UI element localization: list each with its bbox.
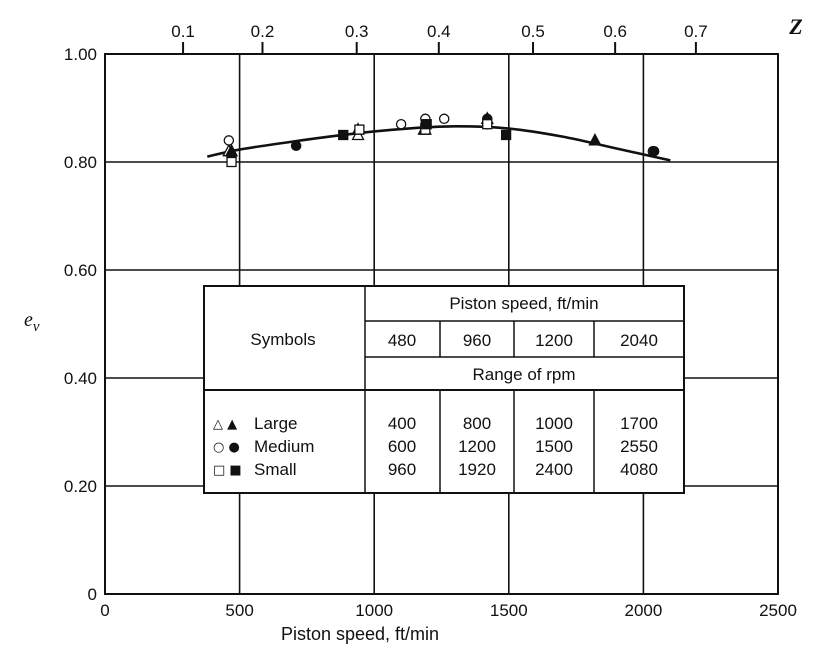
y-axis-title: ev [24,309,40,335]
y-tick-label: 0.20 [64,477,97,496]
small-open-square-point [482,119,493,130]
small-open-square-point [226,156,237,168]
small-filled-square-point [421,119,432,130]
medium-open-circle-point [438,113,450,125]
x-tick-label: 2500 [759,601,797,620]
small-filled-square-point [338,129,349,141]
z-tick-label: 0.3 [345,22,369,41]
fit-curve-layer [207,125,671,162]
z-tick-label: 0.2 [251,22,275,41]
z-tick-label: 0.1 [171,22,195,41]
table-rpm-header: Range of rpm [473,365,576,384]
fit-curve [207,125,671,162]
table-speed-cell: 2040 [620,331,658,350]
table-speed-cell: 1200 [535,331,573,350]
z-tick-label: 0.7 [684,22,708,41]
z-tick-label: 0.5 [521,22,545,41]
y-tick-label: 0.60 [64,261,97,280]
x-tick-label: 500 [225,601,253,620]
z-tick-label: 0.4 [427,22,451,41]
table-row-label: Small [254,460,297,479]
z-axis-title: Z [788,14,802,39]
medium-open-circle-point [395,118,407,130]
table-cell: 1700 [620,414,658,433]
small-open-square-point [354,124,365,135]
table-cell: 1920 [458,460,496,479]
y-tick-label: 0.80 [64,153,97,172]
y-tick-label: 0.40 [64,369,97,388]
medium-filled-circle-point [648,145,660,157]
table-row-symbols: △ ▲ [213,417,237,432]
table-row-label: Large [254,414,297,433]
table-cell: 800 [463,414,491,433]
x-tick-label: 2000 [624,601,662,620]
x-tick-label: 1000 [355,601,393,620]
table-cell: 1500 [535,437,573,456]
table-symbols-header: Symbols [250,330,315,349]
table-row-symbols: □ ■ [213,463,242,478]
y-tick-label: 1.00 [64,45,97,64]
table-cell: 600 [388,437,416,456]
z-tick-labels: 0.1 0.2 0.3 0.4 0.5 0.6 0.7 [171,22,708,54]
z-tick-label: 0.6 [603,22,627,41]
x-tick-label: 0 [100,601,109,620]
table-piston-speed-header: Piston speed, ft/min [449,294,598,313]
table-cell: 2550 [620,437,658,456]
table-row-symbols: ○ ● [213,440,240,455]
data-points-layer [222,111,660,168]
table-speed-cell: 480 [388,331,416,350]
plot-frame [104,53,779,595]
table-cell: 400 [388,414,416,433]
y-tick-label: 0 [88,585,97,604]
medium-open-circle-point [223,135,235,146]
x-tick-labels: 0 500 1000 1500 2000 2500 [100,601,797,620]
x-axis-title: Piston speed, ft/min [281,624,439,644]
medium-filled-circle-point [290,140,302,152]
table-cell: 1200 [458,437,496,456]
table-cell: 4080 [620,460,658,479]
large-filled-triangle-point [588,132,602,146]
y-tick-labels: 0 0.20 0.40 0.60 0.80 1.00 [64,45,97,604]
legend-table: Symbols Piston speed, ft/min 480 960 120… [203,285,685,494]
table-cell: 960 [388,460,416,479]
axes [104,53,779,595]
table-cell: 2400 [535,460,573,479]
small-filled-square-point [500,129,512,141]
table-row-label: Medium [254,437,314,456]
x-tick-label: 1500 [490,601,528,620]
table-cell: 1000 [535,414,573,433]
table-speed-cell: 960 [463,331,491,350]
